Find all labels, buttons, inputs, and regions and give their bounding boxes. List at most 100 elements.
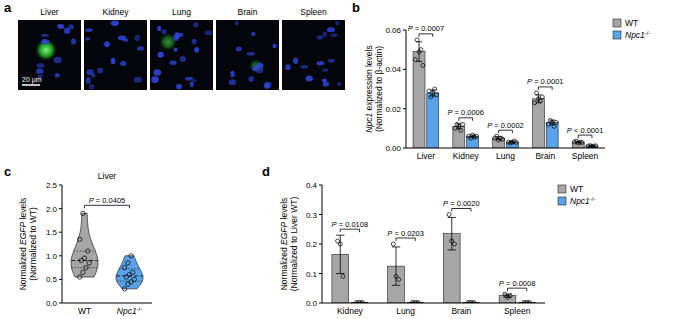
legend-swatch — [613, 31, 621, 39]
text-run: -/- — [590, 196, 596, 202]
nucleus — [247, 52, 255, 55]
nucleus — [194, 47, 199, 53]
x-tick-label: Brain — [535, 151, 555, 161]
data-point — [81, 270, 85, 274]
y-tick — [319, 214, 322, 215]
y-tick — [403, 108, 406, 109]
nucleus — [193, 22, 198, 27]
text-run: Liver — [98, 171, 117, 181]
significance-bracket — [508, 288, 527, 291]
nucleus — [37, 63, 45, 68]
text-run: 0.2 — [306, 240, 318, 249]
y-axis-label: Normalized EGFP levels — [279, 198, 289, 291]
nucleus — [285, 64, 291, 70]
plot-area — [71, 211, 143, 291]
text-run: c — [4, 164, 11, 179]
scale-bar — [22, 84, 40, 86]
data-point — [474, 134, 478, 138]
text-run: (Normalized to WT) — [28, 207, 38, 281]
data-point — [397, 277, 401, 281]
x-tick-label: Spleen — [572, 151, 599, 161]
y-tick-label: 0.00 — [385, 144, 401, 153]
nucleus — [322, 68, 329, 72]
y-tick-label: 0.06 — [385, 26, 401, 35]
y-tick-label: 0.2 — [306, 240, 318, 249]
data-point — [81, 211, 85, 215]
nucleus — [264, 84, 270, 89]
text-run: levels — [279, 198, 289, 222]
text-run: -/- — [645, 30, 651, 36]
text-run: 0.04 — [385, 65, 401, 74]
text-run: 0.4 — [306, 181, 318, 190]
y-tick — [403, 148, 406, 149]
y-tick-label: 0.1 — [306, 270, 318, 279]
text-run: Kidney — [337, 306, 364, 316]
nucleus — [137, 46, 144, 50]
data-point — [132, 277, 136, 281]
error-bar — [392, 247, 400, 285]
data-point — [533, 101, 537, 105]
text-run: Liver — [417, 151, 436, 161]
nucleus — [293, 57, 298, 63]
nucleus — [180, 56, 186, 62]
data-point — [427, 89, 431, 93]
data-point — [452, 242, 456, 246]
text-run: 0.0 — [306, 299, 318, 308]
panel-letter: a — [4, 0, 12, 15]
y-tick-label: 1.0 — [46, 252, 58, 261]
y-axis-label: (Normalized to β-actin) — [374, 46, 384, 132]
nucleus — [54, 57, 62, 63]
text-run: Lung — [496, 151, 515, 161]
nucleus — [323, 81, 329, 86]
quartile-line — [71, 267, 97, 268]
data-point — [435, 93, 439, 97]
y-axis-label: Npc1 expression levels — [364, 45, 374, 132]
data-point — [431, 91, 435, 95]
legend-label: Npc1-/- — [625, 30, 650, 40]
legend-swatch — [613, 19, 621, 27]
legend-swatch — [558, 185, 566, 193]
text-run: Brain — [238, 7, 258, 17]
text-run: = 0.0001 — [532, 77, 564, 86]
text-run: d — [262, 164, 270, 179]
nucleus — [41, 39, 47, 44]
y-tick — [403, 69, 406, 70]
nucleus — [323, 31, 328, 36]
y-tick-label: 0.3 — [306, 211, 318, 220]
text-run: 0.5 — [46, 275, 58, 284]
image-title: Kidney — [103, 7, 130, 17]
data-point — [550, 120, 554, 124]
text-run: (Normalized to β-actin) — [374, 46, 384, 132]
nucleus — [192, 39, 197, 45]
image-title: Liver — [40, 7, 59, 17]
data-point — [429, 95, 433, 99]
text-run: Brain — [535, 151, 555, 161]
figure: aLiver20 μmKidneyLungBrainSpleen0.000.02… — [0, 0, 685, 319]
error-bar — [448, 217, 456, 249]
nucleus — [157, 26, 161, 31]
y-tick-label: 2.5 — [46, 181, 58, 190]
gfp-signal — [249, 59, 263, 73]
nucleus — [151, 76, 159, 83]
data-point — [535, 91, 539, 95]
micrograph — [216, 20, 279, 90]
text-run: 0.02 — [385, 105, 401, 114]
error-bar — [503, 294, 511, 297]
text-run: 0.00 — [385, 144, 401, 153]
nucleus — [169, 61, 176, 65]
y-tick — [319, 185, 322, 186]
y-axis-label: (Normalized to Liver WT) — [289, 197, 299, 292]
data-point — [421, 63, 425, 67]
y-tick — [319, 273, 322, 274]
bar — [413, 52, 425, 148]
nucleus — [252, 66, 258, 71]
text-run: Spleen — [572, 151, 599, 161]
text-run: 1.0 — [46, 252, 58, 261]
violin — [71, 213, 98, 277]
nucleus — [205, 30, 213, 35]
y-tick — [403, 30, 406, 31]
text-run: 2.5 — [46, 181, 58, 190]
x-tick-label: WT — [78, 306, 91, 316]
nucleus — [89, 84, 94, 89]
micrograph — [18, 20, 81, 90]
